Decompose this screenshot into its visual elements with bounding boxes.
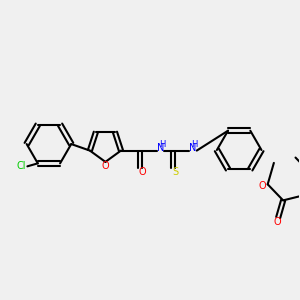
Text: N: N [189,142,197,153]
Text: O: O [139,167,146,177]
Text: S: S [172,167,178,177]
Text: O: O [273,217,281,227]
Text: N: N [157,142,164,153]
Text: O: O [102,161,109,171]
Text: H: H [159,140,165,148]
Text: H: H [191,140,198,148]
Text: O: O [259,181,266,190]
Text: Cl: Cl [17,161,26,171]
